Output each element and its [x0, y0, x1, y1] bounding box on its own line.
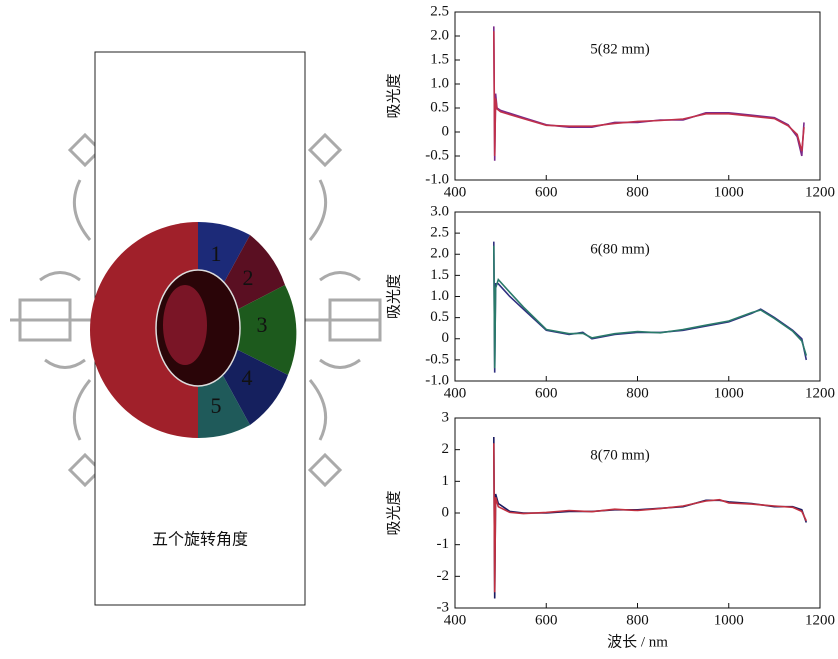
x-tick-label: 600 [535, 612, 558, 628]
x-tick-label: 600 [535, 184, 558, 200]
y-tick-label: 2 [442, 441, 450, 457]
x-tick-label: 600 [535, 385, 558, 401]
y-tick-label: -1.0 [425, 171, 449, 187]
y-tick-label: 0.5 [430, 309, 449, 325]
x-tick-label: 1000 [714, 612, 744, 628]
y-tick-label: -1.0 [425, 372, 449, 388]
y-tick-label: -1 [437, 536, 450, 552]
y-tick-label: 3.0 [430, 203, 449, 219]
x-tick-label: 1000 [714, 184, 744, 200]
spectrum-line [493, 245, 808, 369]
y-tick-label: 0 [442, 504, 450, 520]
y-axis-label: 吸光度 [385, 274, 402, 319]
x-tick-label: 400 [444, 385, 467, 401]
annotation: 8(70 mm) [590, 447, 650, 463]
y-tick-label: 2.5 [430, 3, 449, 19]
spectrum-line [493, 241, 808, 373]
sector [198, 285, 297, 375]
y-tick-label: 1.5 [430, 51, 449, 67]
y-tick-label: -0.5 [425, 147, 449, 163]
sector-label: 4 [242, 365, 253, 390]
x-tick-label: 1200 [805, 612, 835, 628]
caption: 五个旋转角度 [152, 531, 248, 549]
sector-label: 5 [211, 393, 222, 418]
y-tick-label: 0 [442, 330, 450, 346]
x-tick-label: 400 [444, 184, 467, 200]
y-tick-label: 3 [442, 409, 450, 425]
y-tick-label: 2.0 [430, 27, 449, 43]
y-tick-label: -3 [437, 599, 450, 615]
y-tick-label: -2 [437, 568, 450, 584]
x-tick-label: 800 [626, 385, 649, 401]
x-tick-label: 1200 [805, 184, 835, 200]
sample-glow [163, 285, 207, 365]
x-tick-label: 800 [626, 184, 649, 200]
x-tick-label: 1200 [805, 385, 835, 401]
y-tick-label: -0.5 [425, 351, 449, 367]
annotation: 6(80 mm) [590, 241, 650, 257]
y-tick-label: 1.0 [430, 288, 449, 304]
spectrum-line [493, 26, 805, 161]
y-tick-label: 1.5 [430, 267, 449, 283]
sector-label: 1 [211, 241, 222, 266]
y-tick-label: 2.5 [430, 225, 449, 241]
sector-label: 2 [243, 265, 254, 290]
sector-label: 3 [257, 312, 268, 337]
x-tick-label: 1000 [714, 385, 744, 401]
x-tick-label: 400 [444, 612, 467, 628]
disc-left [90, 222, 198, 438]
spectrum-line [493, 443, 808, 593]
spectrum-line [493, 436, 808, 599]
spectrum-line [493, 31, 805, 157]
y-tick-label: 0.5 [430, 99, 449, 115]
y-axis-label: 吸光度 [385, 490, 402, 535]
diagram: 1 2 3 4 5 五个旋转角度 [10, 51, 382, 606]
y-tick-label: 1.0 [430, 75, 449, 91]
plot-frame [454, 11, 821, 181]
annotation: 5(82 mm) [590, 41, 650, 57]
y-tick-label: 2.0 [430, 246, 449, 262]
y-tick-label: 0 [442, 123, 450, 139]
y-tick-label: 1 [442, 473, 450, 489]
x-tick-label: 800 [626, 612, 649, 628]
y-axis-label: 吸光度 [385, 73, 402, 118]
x-axis-label: 波长 / nm [607, 633, 668, 650]
